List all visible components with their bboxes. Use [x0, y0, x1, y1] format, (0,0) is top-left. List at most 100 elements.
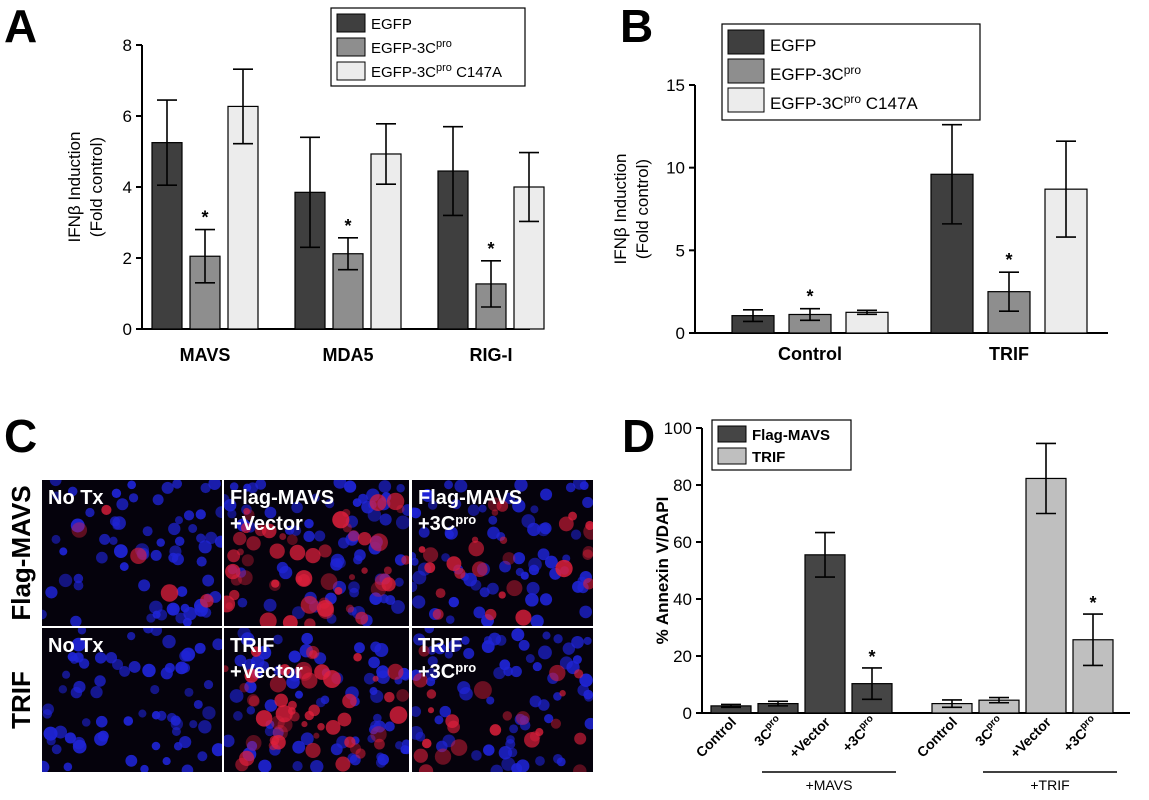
stain-spot — [386, 492, 405, 511]
nucleus-dot — [279, 565, 293, 580]
nucleus-dot — [311, 493, 320, 502]
nucleus-dot — [160, 667, 173, 680]
nucleus-dot — [583, 689, 593, 700]
stain-spot — [348, 530, 360, 542]
nucleus-dot — [143, 628, 154, 634]
nucleus-dot — [378, 480, 392, 493]
image-label-line1: No Tx — [48, 487, 104, 509]
nucleus-dot — [125, 754, 138, 767]
nucleus-dot — [174, 516, 184, 525]
nucleus-dot — [291, 501, 303, 514]
nucleus-dot — [368, 656, 380, 669]
nucleus-dot — [538, 645, 552, 660]
nucleus-dot — [565, 482, 576, 493]
nucleus-dot — [81, 718, 91, 727]
stain-spot — [355, 611, 369, 625]
category-label: +Vector — [1007, 713, 1055, 761]
stain-spot — [372, 675, 379, 682]
nucleus-dot — [224, 498, 237, 512]
nucleus-dot — [42, 760, 50, 772]
microscopy-image: No Tx — [42, 628, 222, 772]
y-tick-label: 20 — [673, 647, 692, 666]
nucleus-dot — [70, 518, 85, 533]
stain-spot — [369, 494, 387, 512]
stain-spot — [304, 710, 315, 721]
nucleus-dot — [288, 650, 301, 663]
stain-spot — [259, 612, 277, 626]
nucleus-dot — [196, 556, 207, 567]
image-label-line2: +Vector — [230, 661, 303, 683]
nucleus-dot — [559, 656, 573, 670]
nucleus-dot — [188, 524, 198, 533]
nucleus-dot — [169, 545, 182, 558]
nucleus-dot — [514, 480, 528, 492]
nucleus-dot — [247, 482, 259, 494]
nucleus-dot — [85, 507, 95, 518]
nucleus-dot — [175, 661, 189, 675]
stain-spot — [237, 570, 253, 586]
stain-spot — [344, 736, 356, 748]
nucleus-dot — [512, 552, 526, 565]
y-tick-label: 80 — [673, 476, 692, 495]
nucleus-dot — [338, 537, 350, 549]
nucleus-dot — [203, 679, 214, 690]
stain-spot — [229, 589, 240, 601]
nucleus-dot — [142, 663, 156, 678]
nucleus-dot — [518, 639, 530, 651]
stain-spot — [309, 650, 318, 659]
nucleus-dot — [45, 586, 58, 599]
nucleus-dot — [488, 515, 498, 525]
nucleus-dot — [51, 744, 62, 755]
nucleus-dot — [486, 696, 495, 705]
nucleus-dot — [73, 652, 84, 663]
nucleus-dot — [421, 488, 433, 500]
stain-spot — [335, 756, 351, 772]
nucleus-dot — [467, 504, 480, 517]
stain-spot — [555, 559, 573, 578]
nucleus-dot — [376, 665, 390, 679]
legend-swatch — [336, 61, 366, 81]
nucleus-dot — [530, 614, 544, 626]
panel-label-b: B — [620, 0, 653, 52]
stain-spot — [239, 750, 255, 766]
nucleus-dot — [142, 526, 153, 537]
stain-spot — [342, 508, 351, 517]
stain-spot — [574, 669, 584, 679]
nucleus-dot — [258, 759, 272, 772]
nucleus-dot — [424, 628, 435, 634]
stain-spot — [426, 689, 437, 699]
nucleus-dot — [77, 628, 87, 635]
category-label: TRIF — [989, 344, 1029, 364]
nucleus-dot — [94, 652, 107, 664]
stain-spot — [289, 711, 300, 722]
nucleus-dot — [168, 522, 181, 536]
nucleus-dot — [427, 656, 438, 667]
image-label-line2: +Vector — [230, 513, 303, 535]
nucleus-dot — [528, 564, 540, 576]
nucleus-dot — [140, 764, 149, 772]
stain-spot — [559, 690, 566, 697]
stain-spot — [295, 575, 303, 583]
nucleus-dot — [363, 672, 376, 685]
nucleus-dot — [412, 507, 422, 519]
nucleus-dot — [370, 720, 381, 732]
nucleus-dot — [72, 736, 86, 750]
nucleus-dot — [215, 506, 222, 519]
image-label-line1: Flag-MAVS — [230, 487, 334, 509]
nucleus-dot — [149, 600, 163, 615]
nucleus-dot — [189, 720, 198, 729]
stain-spot — [239, 682, 249, 693]
legend-label: EGFP — [770, 36, 816, 55]
stain-spot — [389, 706, 408, 724]
nucleus-dot — [511, 628, 525, 642]
nucleus-dot — [167, 712, 177, 723]
nucleus-dot — [544, 713, 554, 724]
legend-label: EGFP-3Cpro C147A — [371, 62, 502, 81]
nucleus-dot — [150, 684, 160, 695]
nucleus-dot — [495, 634, 507, 646]
nucleus-dot — [257, 645, 272, 660]
nucleus-dot — [234, 654, 247, 667]
microscopy-image: TRIF +3Cpro — [412, 628, 593, 772]
stain-spot — [130, 547, 147, 565]
